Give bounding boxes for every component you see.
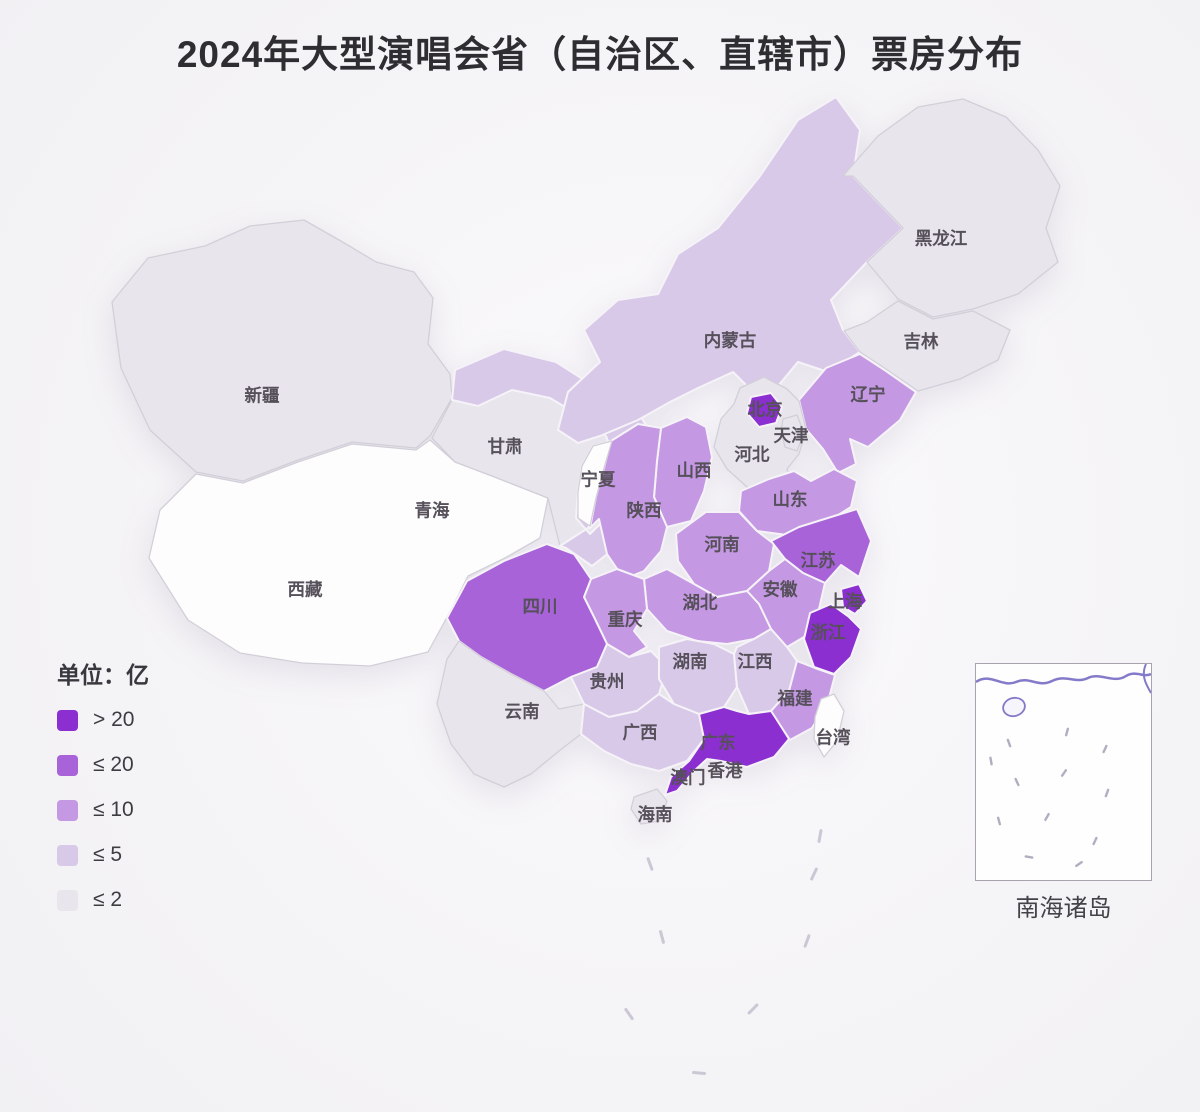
region-label-aomen: 澳门 — [671, 768, 706, 788]
dash-mark — [747, 1003, 759, 1015]
inset-dash-mark — [1075, 860, 1083, 868]
region-label-hebei: 河北 — [735, 445, 770, 465]
dash-mark — [646, 857, 654, 871]
region-beijing — [746, 392, 783, 428]
inset-dash-mark — [1044, 812, 1050, 822]
dash-mark — [817, 829, 823, 843]
inset-dash-mark — [1024, 855, 1034, 859]
region-label-yunnan: 云南 — [505, 702, 540, 722]
inset-coastline — [975, 672, 1152, 685]
legend-swatch-le10 — [57, 799, 78, 821]
legend-row-le5: ≤ 5 — [57, 843, 149, 867]
region-label-qinghai: 青海 — [415, 501, 450, 521]
region-label-ningxia: 宁夏 — [581, 470, 616, 490]
region-label-beijing: 北京 — [748, 400, 783, 420]
region-ningxia — [577, 440, 613, 527]
legend-row-gt20: > 20 — [57, 708, 149, 732]
legend-swatch-le20 — [57, 754, 78, 776]
region-fujian — [770, 660, 836, 741]
dash-mark — [803, 934, 811, 948]
region-label-guangxi: 广西 — [623, 723, 658, 743]
region-tianjin — [780, 414, 805, 452]
region-label-shandong: 山东 — [773, 490, 808, 510]
region-label-henan: 河南 — [705, 535, 740, 555]
region-label-neimenggu: 内蒙古 — [704, 331, 757, 351]
inset-dash-mark — [1092, 836, 1098, 846]
region-label-hunan: 湖南 — [673, 652, 708, 672]
region-label-shaanxi: 陕西 — [627, 501, 662, 521]
region-jilin — [843, 300, 1011, 392]
region-label-xinjiang: 新疆 — [245, 386, 280, 406]
region-xizang — [148, 439, 549, 667]
region-label-hubei: 湖北 — [683, 593, 718, 613]
inset-hainan-island — [1002, 696, 1026, 718]
region-hainan — [630, 788, 668, 825]
legend-row-le2: ≤ 2 — [57, 888, 149, 912]
region-label-guizhou: 贵州 — [590, 672, 625, 692]
nine-dash-line — [624, 829, 823, 1075]
region-label-sichuan: 四川 — [523, 597, 558, 617]
inset-dash-mark — [989, 756, 993, 766]
region-shanghai — [840, 583, 868, 615]
region-label-guangdong: 广东 — [701, 733, 736, 753]
inset-dash-mark — [1064, 727, 1070, 737]
region-hunan — [658, 638, 738, 715]
region-label-hainan: 海南 — [638, 805, 673, 825]
region-taiwan — [813, 693, 845, 758]
inset-dash-marks — [989, 727, 1110, 868]
inset-dash-mark — [996, 816, 1002, 826]
region-label-xizang: 西藏 — [288, 580, 323, 600]
inset-dash-mark — [1102, 744, 1108, 754]
dash-mark — [810, 867, 818, 881]
region-guangdong — [664, 706, 790, 796]
region-label-shanghai: 上海 — [828, 592, 863, 612]
legend: 单位：亿 > 20 ≤ 20 ≤ 10 ≤ 5 ≤ 2 — [57, 656, 149, 933]
region-xinjiang — [111, 219, 453, 482]
inset-map — [975, 663, 1152, 868]
legend-swatch-gt20 — [57, 709, 78, 731]
province-shapes — [111, 96, 1061, 825]
dash-mark — [659, 930, 665, 944]
region-label-shanxi: 山西 — [677, 461, 712, 481]
inset-dash-mark — [1014, 777, 1020, 787]
inset-dash-mark — [1060, 769, 1068, 777]
page-title: 2024年大型演唱会省（自治区、直辖市）票房分布 — [176, 34, 1024, 75]
inset-label: 南海诸岛 — [1015, 895, 1112, 922]
region-label-jiangsu: 江苏 — [801, 551, 836, 571]
legend-swatch-le2 — [57, 889, 78, 911]
region-label-tianjin: 天津 — [774, 426, 809, 446]
region-zhejiang — [803, 603, 862, 675]
region-label-xianggang: 香港 — [708, 761, 743, 781]
region-label-zhejiang: 浙江 — [811, 623, 846, 643]
inset-coastline-right — [1142, 663, 1152, 694]
region-label-heilongjiang: 黑龙江 — [915, 229, 968, 249]
legend-row-le20: ≤ 20 — [57, 753, 149, 777]
south-china-sea-inset — [975, 663, 1152, 881]
region-label-taiwan: 台湾 — [816, 728, 851, 748]
legend-label-gt20: > 20 — [93, 708, 135, 731]
region-label-gansu: 甘肃 — [488, 437, 523, 457]
region-label-anhui: 安徽 — [763, 580, 798, 600]
region-henan — [675, 511, 775, 598]
inset-dash-mark — [1006, 738, 1012, 748]
region-heilongjiang — [842, 98, 1061, 318]
region-label-fujian: 福建 — [777, 689, 813, 709]
dash-mark — [692, 1071, 706, 1075]
legend-unit-label: 单位：亿 — [57, 662, 149, 688]
legend-row-le10: ≤ 10 — [57, 798, 149, 822]
region-label-jiangxi: 江西 — [738, 652, 773, 672]
legend-label-le20: ≤ 20 — [93, 753, 134, 776]
legend-label-le2: ≤ 2 — [93, 888, 123, 911]
region-label-chongqing: 重庆 — [608, 610, 643, 630]
region-label-liaoning: 辽宁 — [851, 385, 886, 405]
inset-dash-mark — [1104, 788, 1110, 798]
dash-mark — [624, 1007, 634, 1021]
legend-swatch-le5 — [57, 844, 78, 866]
legend-label-le10: ≤ 10 — [93, 798, 134, 821]
legend-label-le5: ≤ 5 — [93, 843, 123, 866]
region-label-jilin: 吉林 — [904, 332, 939, 352]
